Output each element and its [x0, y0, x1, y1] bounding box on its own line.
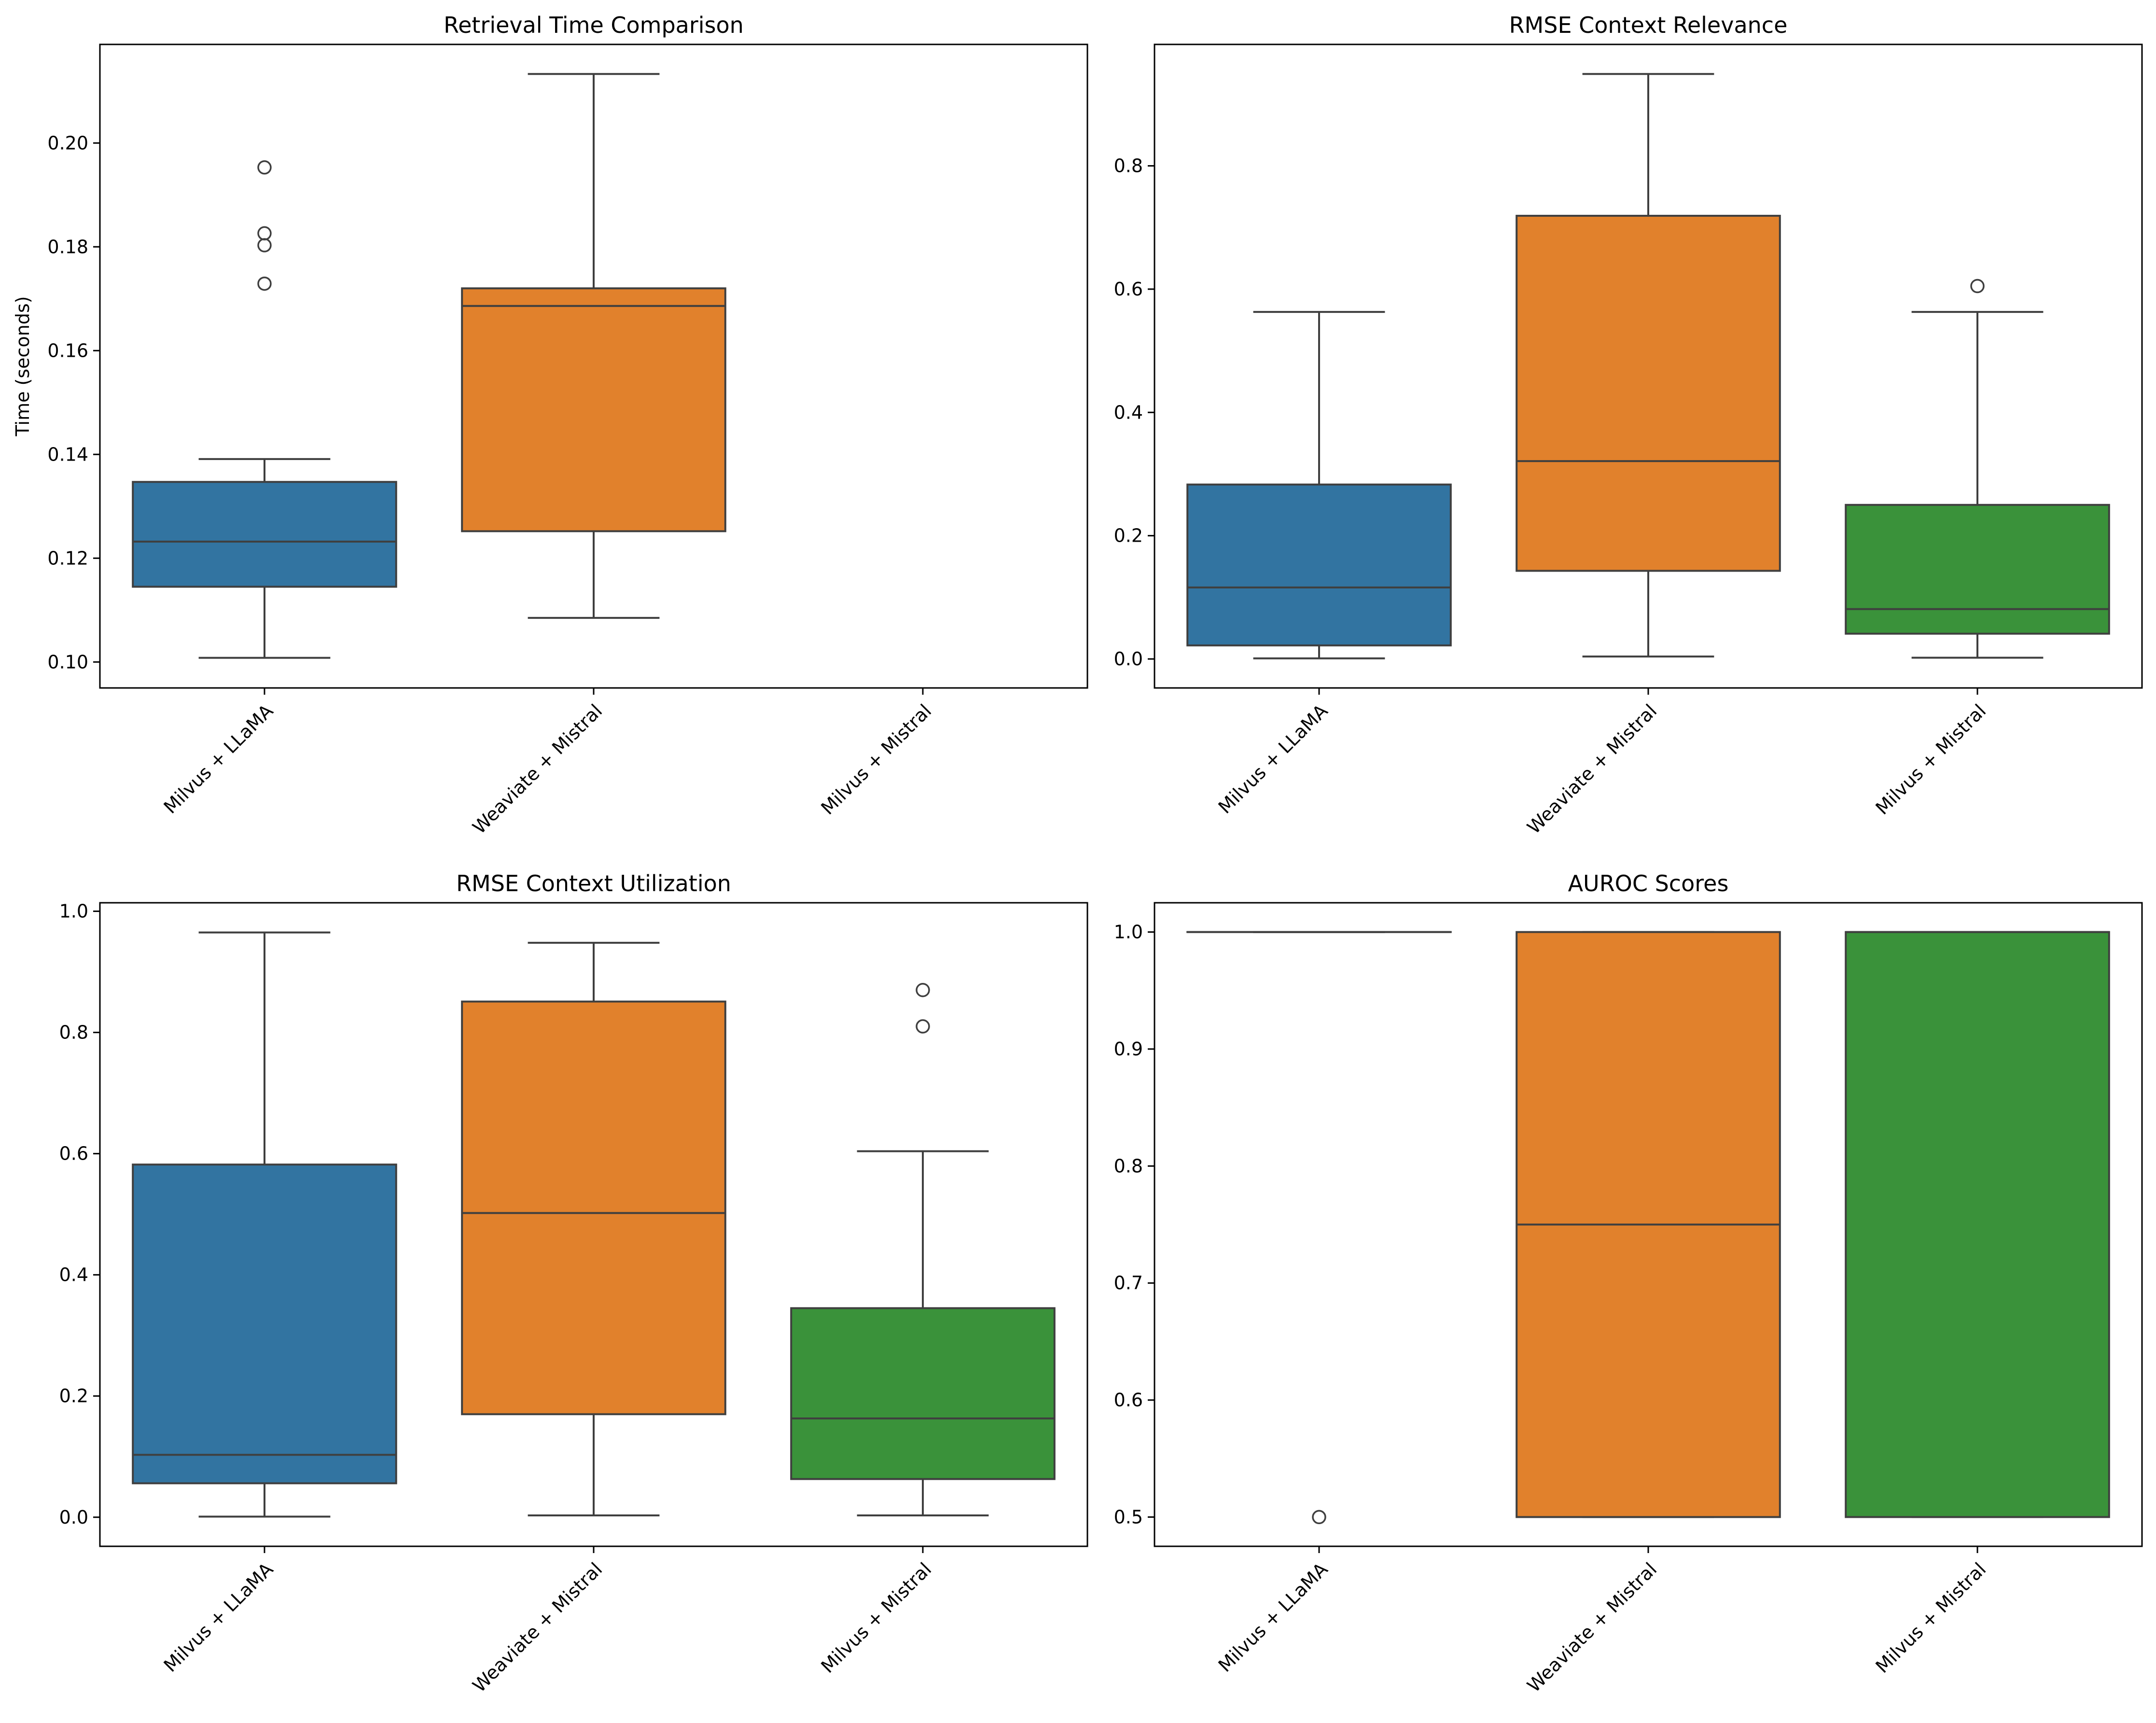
box-1 — [1186, 311, 1452, 659]
y-tick-label: 0.8 — [59, 1022, 88, 1043]
y-tick-label: 0.9 — [1114, 1038, 1143, 1060]
y-tick-label: 0.4 — [1114, 402, 1143, 423]
y-tick-label: 0.8 — [1114, 1155, 1143, 1177]
chart-title: AUROC Scores — [1568, 870, 1729, 897]
box-body — [461, 1000, 726, 1415]
x-tick-label: Weaviate + Mistral — [1523, 700, 1661, 838]
chart-title: Retrieval Time Comparison — [444, 12, 744, 38]
x-tick-label: Milvus + Mistral — [817, 700, 935, 819]
chart-panel-2: RMSE Context Relevance 0.0 0.2 0.4 0.6 0.8 Mil… — [1114, 12, 2143, 838]
y-tick-label: 0.2 — [1114, 525, 1143, 546]
chart-panel-3: RMSE Context Utilization 0.0 0.2 0.4 0.6 0.8 1… — [59, 870, 1088, 1696]
box-1 — [132, 931, 397, 1518]
box-1 — [132, 160, 397, 659]
y-tick-label: 0.6 — [1114, 279, 1143, 300]
outlier-point — [916, 982, 930, 997]
box-3 — [1845, 279, 2110, 659]
box-body — [1516, 214, 1781, 572]
y-tick-label: 0.6 — [1114, 1389, 1143, 1411]
box-2 — [1516, 73, 1781, 658]
x-tick-label: Weaviate + Mistral — [469, 700, 607, 838]
outlier-point — [257, 238, 272, 252]
box-body — [461, 287, 726, 532]
x-tick-label: Milvus + Mistral — [1871, 1558, 1990, 1677]
y-tick-label: 0.20 — [47, 132, 88, 154]
x-tick-label: Weaviate + Mistral — [1523, 1558, 1661, 1696]
x-tick-label: Milvus + LLaMA — [1214, 1558, 1332, 1676]
box-body — [1186, 483, 1452, 646]
box-2 — [1516, 931, 1781, 1518]
y-tick-label: 1.0 — [1114, 922, 1143, 943]
y-tick-label: 0.12 — [47, 547, 88, 569]
y-tick-label: 0.8 — [1114, 155, 1143, 177]
y-tick-label: 0.5 — [1114, 1506, 1143, 1527]
y-tick-label: 0.7 — [1114, 1273, 1143, 1294]
y-tick-label: 0.18 — [47, 236, 88, 257]
box-body — [1845, 504, 2110, 635]
y-tick-label: 0.16 — [47, 340, 88, 361]
y-tick-label: 0.0 — [1114, 648, 1143, 670]
y-tick-label: 0.14 — [47, 444, 88, 465]
box-body — [132, 1163, 397, 1485]
chart-panel-1: Retrieval Time Comparison Time (seconds) 0… — [12, 12, 1088, 838]
box-body — [790, 1307, 1056, 1480]
outlier-point — [257, 226, 272, 241]
box-body — [1845, 931, 2110, 1518]
box-3 — [790, 982, 1056, 1516]
box-1 — [1186, 931, 1452, 1525]
outlier-point — [1970, 279, 1985, 294]
chart-panel-4: AUROC Scores 0.5 0.6 0.7 0.8 0.9 1.0 Milvus + L… — [1114, 870, 2143, 1696]
box-body — [132, 481, 397, 588]
y-tick-label: 0.0 — [59, 1507, 88, 1528]
y-tick-label: 0.4 — [59, 1264, 88, 1286]
outlier-point — [257, 160, 272, 175]
outlier-point — [1312, 1510, 1326, 1525]
chart-title: RMSE Context Utilization — [456, 870, 731, 897]
x-tick-label: Weaviate + Mistral — [469, 1558, 607, 1696]
x-tick-label: Milvus + Mistral — [1871, 700, 1990, 819]
chart-title: RMSE Context Relevance — [1509, 12, 1788, 38]
y-tick-label: 1.0 — [59, 901, 88, 922]
x-tick-label: Milvus + LLaMA — [160, 700, 278, 818]
y-tick-label: 0.6 — [59, 1143, 88, 1164]
y-tick-label: 0.2 — [59, 1386, 88, 1407]
x-tick-label: Milvus + LLaMA — [160, 1558, 278, 1676]
box-3 — [1845, 931, 2110, 1518]
y-axis-label: Time (seconds) — [12, 296, 33, 436]
box-2 — [461, 73, 726, 619]
outlier-point — [257, 276, 272, 291]
box-2 — [461, 941, 726, 1516]
x-tick-label: Milvus + Mistral — [817, 1558, 935, 1677]
y-tick-label: 0.10 — [47, 651, 88, 672]
outlier-point — [916, 1019, 930, 1034]
x-tick-label: Milvus + LLaMA — [1214, 700, 1332, 818]
